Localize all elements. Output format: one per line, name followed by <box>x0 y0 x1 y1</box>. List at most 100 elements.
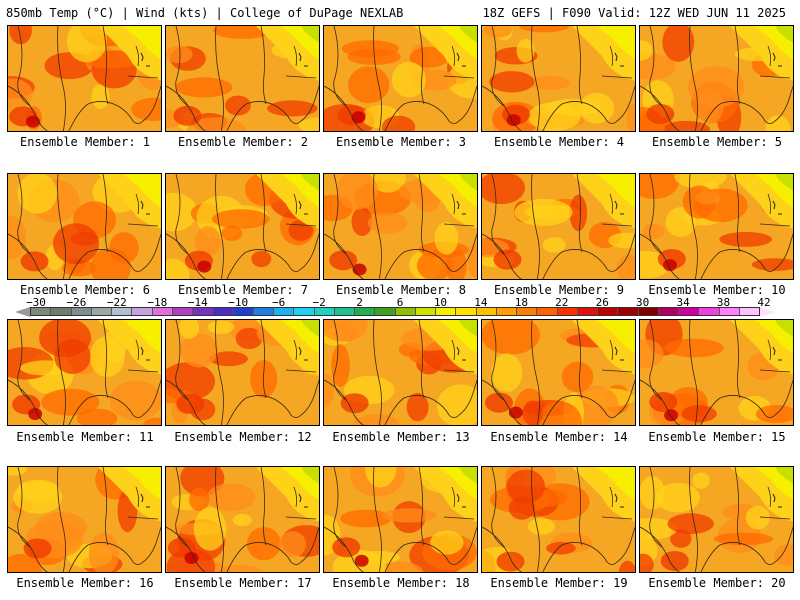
colorbar-swatch <box>658 308 679 315</box>
ensemble-member-map <box>639 25 794 132</box>
ensemble-member-map <box>323 25 478 132</box>
colorbar-tick-label: 10 <box>433 296 448 309</box>
ensemble-member-label: Ensemble Member: 14 <box>490 430 628 444</box>
ensemble-member-label: Ensemble Member: 12 <box>174 430 312 444</box>
ensemble-member-map <box>7 173 162 280</box>
ensemble-member-label: Ensemble Member: 8 <box>335 283 467 297</box>
chart-title: 850mb Temp (°C) | Wind (kts) | College o… <box>6 6 404 20</box>
ensemble-member-map <box>7 25 162 132</box>
colorbar-tick-label: 6 <box>396 296 404 309</box>
colorbar-min-arrow <box>15 307 30 317</box>
ensemble-member-label: Ensemble Member: 19 <box>490 576 628 590</box>
ensemble-member-label: Ensemble Member: 6 <box>19 283 151 297</box>
ensemble-member-label: Ensemble Member: 9 <box>493 283 625 297</box>
colorbar-tick-label: 2 <box>356 296 363 309</box>
colorbar-swatch <box>679 308 700 315</box>
ensemble-member-map <box>7 466 162 573</box>
ensemble-member-label: Ensemble Member: 15 <box>648 430 786 444</box>
ensemble-member-label: Ensemble Member: 7 <box>177 283 309 297</box>
ensemble-member-map <box>165 25 320 132</box>
colorbar-swatch <box>172 308 193 315</box>
ensemble-member-map <box>165 173 320 280</box>
colorbar-tick-label: −30 <box>26 296 46 309</box>
ensemble-member-map <box>323 466 478 573</box>
colorbar-swatch <box>112 308 133 315</box>
colorbar-tick-label: −2 <box>312 296 326 309</box>
colorbar-swatch <box>719 308 740 315</box>
ensemble-member-label: Ensemble Member: 10 <box>648 283 786 297</box>
colorbar-swatch <box>314 308 335 315</box>
colorbar-swatch <box>51 308 72 315</box>
ensemble-member-label: Ensemble Member: 20 <box>648 576 786 590</box>
colorbar-swatch <box>517 308 538 315</box>
colorbar-swatch <box>71 308 92 315</box>
ensemble-member-label: Ensemble Member: 11 <box>16 430 154 444</box>
colorbar-swatch <box>274 308 295 315</box>
colorbar-swatch <box>456 308 477 315</box>
ensemble-member-map <box>7 319 162 426</box>
colorbar-swatch <box>213 308 234 315</box>
colorbar-tick-label: 18 <box>514 296 528 309</box>
colorbar-swatch <box>334 308 355 315</box>
ensemble-member-map <box>481 319 636 426</box>
colorbar-swatch <box>638 308 659 315</box>
ensemble-member-label: Ensemble Member: 4 <box>493 135 625 149</box>
ensemble-member-label: Ensemble Member: 2 <box>177 135 309 149</box>
colorbar-swatch <box>739 308 759 315</box>
ensemble-member-map <box>481 25 636 132</box>
ensemble-member-label: Ensemble Member: 16 <box>16 576 154 590</box>
colorbar-tick-label: −22 <box>106 296 127 309</box>
colorbar-swatch <box>577 308 598 315</box>
colorbar-tick-label: 38 <box>716 296 731 309</box>
ensemble-member-map <box>639 466 794 573</box>
ensemble-member-map <box>323 173 478 280</box>
colorbar-tick-label: −6 <box>272 296 286 309</box>
ensemble-member-label: Ensemble Member: 17 <box>174 576 312 590</box>
run-valid-time: 18Z GEFS | F090 Valid: 12Z WED JUN 11 20… <box>482 6 786 20</box>
temperature-colorbar <box>30 307 760 316</box>
colorbar-swatch <box>294 308 315 315</box>
colorbar-max-arrow <box>760 307 775 317</box>
ensemble-member-map <box>165 466 320 573</box>
ensemble-member-label: Ensemble Member: 5 <box>651 135 783 149</box>
colorbar-swatch <box>557 308 578 315</box>
colorbar-swatch <box>395 308 416 315</box>
colorbar-tick-label: −10 <box>228 296 249 309</box>
ensemble-member-label: Ensemble Member: 1 <box>19 135 151 149</box>
colorbar-swatch <box>233 308 254 315</box>
ensemble-member-map <box>481 466 636 573</box>
colorbar-tick-label: 22 <box>555 296 569 309</box>
colorbar-swatch <box>132 308 153 315</box>
ensemble-member-map <box>639 173 794 280</box>
colorbar-swatch <box>618 308 639 315</box>
colorbar-tick-label: 14 <box>474 296 488 309</box>
ensemble-member-label: Ensemble Member: 13 <box>332 430 470 444</box>
colorbar-tick-label: 30 <box>636 296 650 309</box>
colorbar-swatch <box>436 308 457 315</box>
colorbar-swatch <box>253 308 274 315</box>
colorbar-swatch <box>193 308 214 315</box>
colorbar-swatch <box>152 308 173 315</box>
ensemble-member-label: Ensemble Member: 18 <box>332 576 470 590</box>
colorbar-tick-label: −18 <box>147 296 168 309</box>
colorbar-swatch <box>537 308 558 315</box>
colorbar-swatch <box>598 308 619 315</box>
colorbar-swatch <box>496 308 517 315</box>
ensemble-member-label: Ensemble Member: 3 <box>335 135 467 149</box>
ensemble-member-map <box>639 319 794 426</box>
colorbar-swatch <box>699 308 720 315</box>
colorbar-tick-label: −26 <box>66 296 87 309</box>
colorbar-swatch <box>476 308 497 315</box>
ensemble-member-map <box>165 319 320 426</box>
colorbar-tick-label: 42 <box>757 296 771 309</box>
colorbar-swatch <box>375 308 396 315</box>
colorbar-tick-label: −14 <box>187 296 208 309</box>
colorbar-tick-label: 34 <box>676 296 690 309</box>
colorbar-tick-label: 26 <box>595 296 609 309</box>
ensemble-member-map <box>323 319 478 426</box>
colorbar-swatch <box>355 308 376 315</box>
colorbar-swatch <box>31 308 52 315</box>
ensemble-member-map <box>481 173 636 280</box>
colorbar-swatch <box>415 308 436 315</box>
colorbar-swatch <box>91 308 112 315</box>
